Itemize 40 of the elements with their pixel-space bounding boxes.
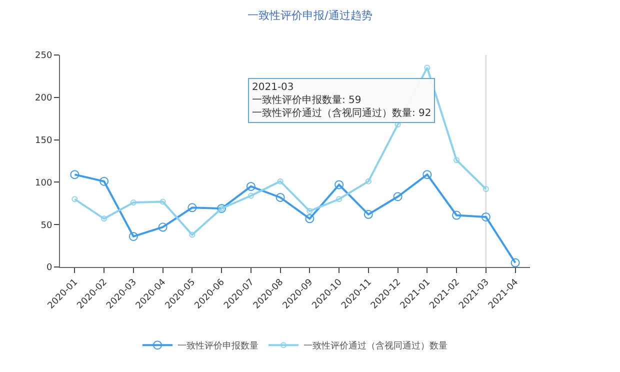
point: [336, 196, 342, 202]
y-tick-label: 200: [35, 94, 52, 104]
point: [101, 216, 108, 222]
y-tick-label: 250: [35, 51, 52, 62]
legend-label: 一致性评价通过（含视同通过）数量: [304, 340, 448, 352]
y-tick-label: 150: [35, 136, 52, 146]
point: [424, 64, 430, 71]
point: [393, 192, 402, 202]
point: [454, 157, 460, 164]
point: [510, 258, 520, 268]
annotation: 一致性评价申报数量: 59: [252, 94, 362, 106]
point: [188, 203, 197, 212]
point: [248, 192, 254, 199]
point: [306, 208, 313, 214]
point: [364, 210, 373, 219]
point: [246, 182, 256, 191]
point: [334, 180, 344, 190]
point: [481, 212, 490, 222]
y-tick-label: 100: [35, 178, 52, 188]
point: [482, 186, 489, 192]
point: [130, 200, 136, 206]
point: [305, 214, 314, 224]
point: [70, 170, 80, 180]
point: [277, 178, 284, 184]
legend-label: 一致性评价申报数量: [178, 340, 258, 352]
annotation: 一致性评价通过（含视同通过）数量: 92: [252, 107, 432, 119]
point: [365, 178, 372, 184]
point: [276, 192, 285, 202]
point: [100, 176, 109, 186]
chart-title: 一致性评价申报/通过趋势: [248, 8, 372, 22]
point: [189, 232, 196, 238]
y-tick-label: 50: [40, 220, 52, 231]
annotation: 2021-03: [252, 82, 294, 93]
point: [128, 232, 138, 241]
point: [422, 170, 432, 180]
point: [160, 198, 166, 205]
point: [452, 210, 462, 220]
point: [72, 196, 78, 202]
point: [158, 222, 168, 232]
y-tick-label: 0: [46, 263, 52, 274]
